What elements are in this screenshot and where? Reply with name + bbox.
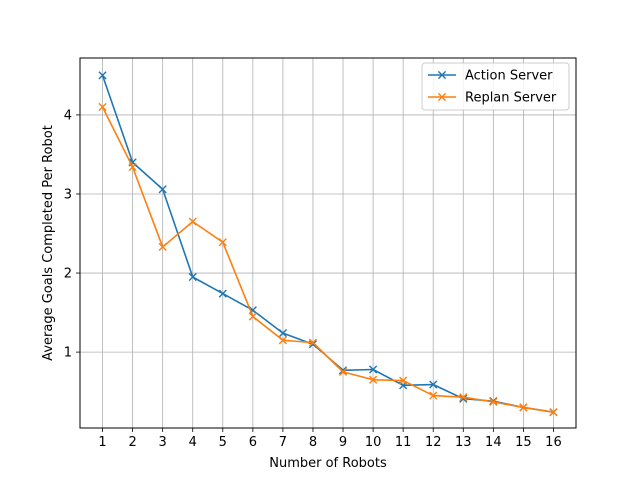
plot-frame: [79, 57, 577, 429]
data-point: [368, 365, 378, 374]
data-point: [399, 376, 408, 385]
y-axis-label: Average Goals Completed Per Robot: [41, 125, 56, 361]
data-point: [158, 242, 167, 252]
data-point: [549, 408, 558, 417]
data-point: [278, 336, 288, 345]
legend-item: Action Server: [428, 69, 553, 84]
x-tick-label: 7: [279, 435, 287, 450]
x-tick-label: 15: [515, 435, 532, 450]
series-layer: [98, 71, 558, 417]
data-point: [278, 329, 288, 338]
legend-marker: [437, 70, 447, 80]
x-tick-label: 3: [159, 435, 167, 450]
legend: Action Server Replan Server: [421, 62, 570, 111]
x-tick-label: 10: [365, 435, 382, 450]
grid-layer: [80, 58, 576, 428]
data-point: [248, 312, 257, 321]
legend-marker: [437, 92, 447, 102]
data-point: [338, 367, 348, 376]
series-line: [101, 75, 554, 413]
data-point: [429, 380, 438, 389]
data-point: [519, 403, 528, 412]
x-tick-label: 12: [425, 435, 442, 450]
x-tick-label: 14: [485, 435, 502, 450]
y-tick-label: 1: [64, 346, 72, 361]
data-point: [158, 185, 167, 194]
x-tick-label: 4: [189, 435, 197, 450]
x-tick-label: 16: [545, 435, 562, 450]
data-point: [218, 238, 227, 247]
y-tick-label: 4: [64, 108, 72, 123]
legend-label: Replan Server: [465, 91, 557, 106]
data-point: [489, 397, 498, 407]
x-tick-label: 8: [309, 435, 317, 450]
x-tick-label: 2: [128, 435, 136, 450]
data-point: [188, 217, 197, 226]
data-point: [218, 289, 227, 298]
data-point: [308, 338, 318, 347]
x-tick-label: 13: [455, 435, 472, 450]
data-point: [429, 391, 438, 400]
legend-item: Replan Server: [428, 91, 557, 106]
data-point: [368, 375, 378, 384]
x-tick-label: 6: [249, 435, 257, 450]
legend-label: Action Server: [465, 69, 553, 84]
x-axis-label: Number of Robots: [269, 456, 387, 471]
data-point: [98, 102, 107, 112]
data-point: [188, 272, 197, 282]
x-tick-label: 11: [395, 435, 412, 450]
y-tick-label: 2: [64, 267, 72, 282]
data-point: [459, 393, 468, 402]
y-tick-label: 3: [64, 187, 72, 202]
x-tick-label: 5: [219, 435, 227, 450]
x-tick-label: 1: [98, 435, 106, 450]
data-point: [128, 163, 137, 172]
series-replan-server: [98, 102, 558, 417]
series-line: [101, 106, 554, 413]
legend-box: [421, 62, 570, 111]
x-tick-label: 9: [339, 435, 347, 450]
data-point: [98, 71, 107, 80]
